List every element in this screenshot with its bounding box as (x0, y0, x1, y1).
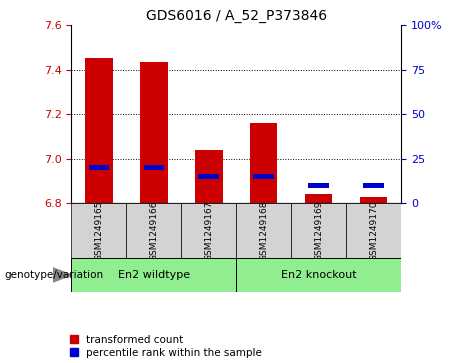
Bar (71, 203, 126, 258)
Bar (71, 258, 236, 292)
Text: GSM1249170: GSM1249170 (369, 200, 378, 261)
Bar (85, 58, 112, 203)
Title: GDS6016 / A_52_P373846: GDS6016 / A_52_P373846 (146, 9, 327, 23)
Bar (181, 203, 236, 258)
Bar (143, 165, 164, 170)
Text: En2 knockout: En2 knockout (281, 270, 356, 280)
Bar (363, 183, 384, 188)
Bar (250, 123, 278, 203)
Bar (360, 197, 387, 203)
Bar (305, 194, 332, 203)
Bar (346, 203, 401, 258)
Bar (140, 62, 168, 203)
Bar (308, 183, 329, 188)
Bar (254, 174, 274, 179)
Text: genotype/variation: genotype/variation (5, 270, 104, 280)
Polygon shape (53, 268, 71, 282)
Bar (236, 203, 291, 258)
Bar (195, 150, 223, 203)
Bar (199, 174, 219, 179)
Bar (291, 203, 346, 258)
Text: GSM1249169: GSM1249169 (314, 200, 323, 261)
Text: GSM1249168: GSM1249168 (259, 200, 268, 261)
Text: GSM1249166: GSM1249166 (149, 200, 159, 261)
Text: GSM1249165: GSM1249165 (95, 200, 103, 261)
Bar (126, 203, 181, 258)
Bar (89, 165, 109, 170)
Text: GSM1249167: GSM1249167 (204, 200, 213, 261)
Bar (236, 258, 401, 292)
Legend: transformed count, percentile rank within the sample: transformed count, percentile rank withi… (70, 335, 262, 358)
Text: En2 wildtype: En2 wildtype (118, 270, 190, 280)
